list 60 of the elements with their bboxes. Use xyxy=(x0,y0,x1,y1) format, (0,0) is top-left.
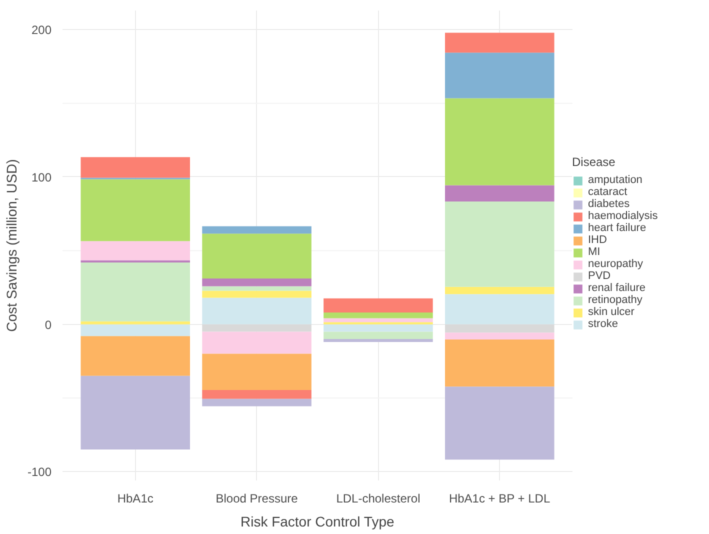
bar xyxy=(324,339,433,342)
bar xyxy=(445,294,554,324)
bar xyxy=(202,226,312,234)
bar xyxy=(445,332,554,340)
legend-label: retinopathy xyxy=(588,294,642,306)
legend-label: stroke xyxy=(588,318,618,330)
bar xyxy=(80,376,190,450)
y-tick-label: 0 xyxy=(44,318,52,332)
legend-label: diabetes xyxy=(588,198,630,210)
y-tick-label: 100 xyxy=(31,170,52,184)
y-axis-title: Cost Savings (million, USD) xyxy=(3,159,20,332)
y-tick-label: -100 xyxy=(27,465,52,480)
bar xyxy=(80,241,190,260)
bar xyxy=(202,234,312,279)
bar xyxy=(202,298,312,324)
legend-label: PVD xyxy=(588,270,611,282)
legend-label: renal failure xyxy=(588,282,646,294)
bar xyxy=(445,98,554,186)
bar xyxy=(80,157,190,178)
x-tick-label: HbA1c xyxy=(117,492,154,506)
x-tick-label: Blood Pressure xyxy=(216,492,298,506)
y-tick-label: 200 xyxy=(31,23,52,38)
bar xyxy=(202,390,312,399)
bar xyxy=(324,332,433,340)
x-axis-title: Risk Factor Control Type xyxy=(240,514,394,530)
legend-label: haemodialysis xyxy=(588,210,658,222)
bar xyxy=(202,398,312,406)
x-tick-label: HbA1c + BP + LDL xyxy=(448,492,550,506)
bar xyxy=(445,52,554,98)
legend-label: heart failure xyxy=(588,222,646,234)
legend-label: IHD xyxy=(588,234,608,246)
bar xyxy=(202,290,312,298)
bar xyxy=(202,286,312,291)
bar xyxy=(80,262,190,322)
bar xyxy=(445,201,554,287)
x-tick-label: LDL-cholesterol xyxy=(336,492,420,506)
bar xyxy=(324,324,433,332)
bar xyxy=(445,32,554,53)
legend-title: Disease xyxy=(572,155,616,169)
bar xyxy=(80,336,190,376)
bar xyxy=(202,324,312,332)
bar xyxy=(80,321,190,324)
bar xyxy=(80,179,190,242)
bar xyxy=(445,386,554,460)
bar xyxy=(324,318,433,322)
bar xyxy=(324,312,433,318)
legend-label: amputation xyxy=(588,174,642,186)
legend-label: cataract xyxy=(588,186,628,198)
bar xyxy=(445,185,554,202)
legend-label: skin ulcer xyxy=(588,306,634,318)
bar xyxy=(202,354,312,390)
bar xyxy=(445,324,554,333)
legend-label: neuropathy xyxy=(588,258,644,270)
bar xyxy=(80,324,190,336)
bar xyxy=(445,286,554,294)
bar xyxy=(202,278,312,286)
bar xyxy=(445,340,554,387)
legend-label: MI xyxy=(588,246,602,258)
bar xyxy=(324,298,433,313)
bar xyxy=(202,332,312,354)
